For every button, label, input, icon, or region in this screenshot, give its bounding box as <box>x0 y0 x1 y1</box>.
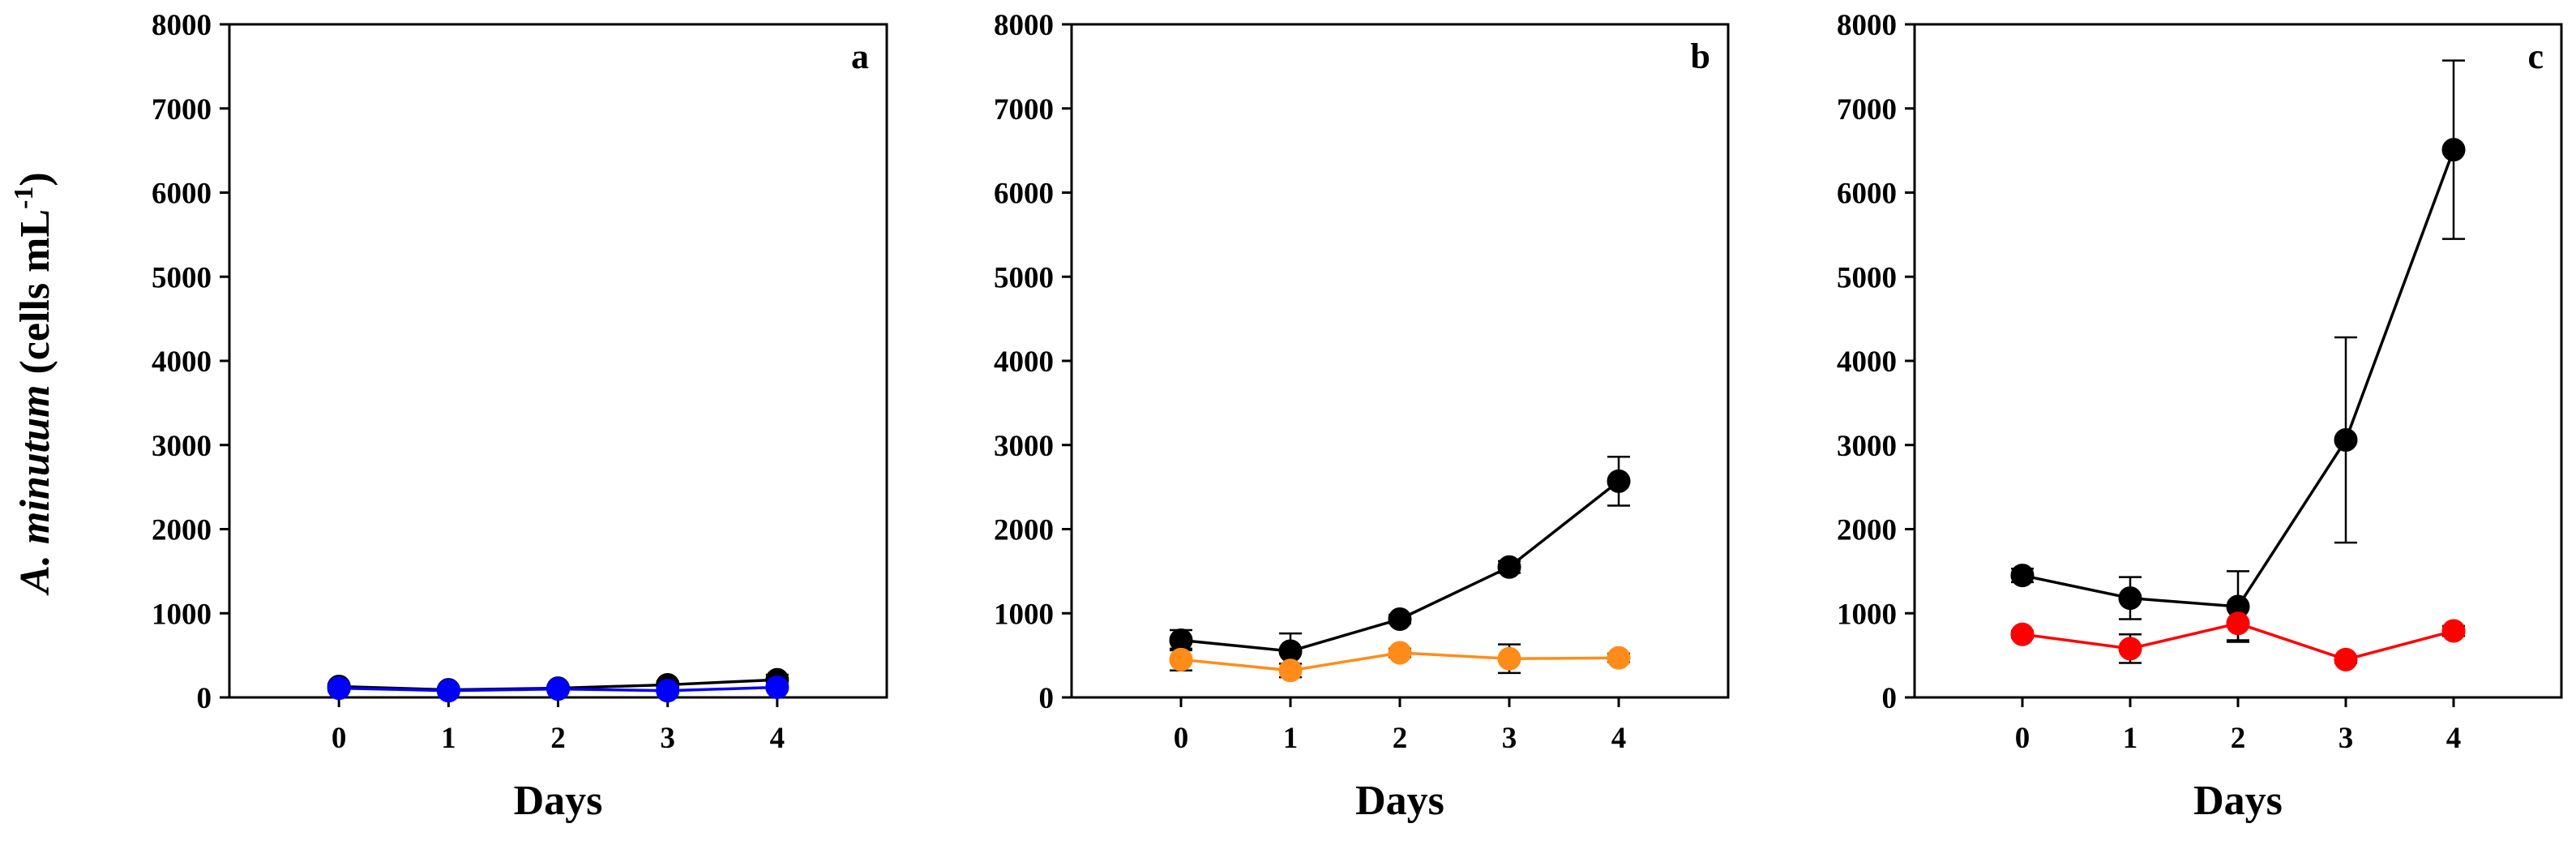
y-tick-label: 1000 <box>152 598 212 631</box>
y-tick-label: 6000 <box>152 178 212 211</box>
y-tick-label: 2000 <box>994 514 1054 547</box>
y-tick-label: 2000 <box>1837 514 1897 547</box>
y-tick-label: 5000 <box>152 261 212 294</box>
plot-frame <box>1070 23 1730 699</box>
x-tick-label: 2 <box>2231 722 2246 755</box>
y-axis-label: A. minutum (cells mL-1) <box>9 172 58 596</box>
y-tick-label: 8000 <box>1837 9 1897 42</box>
x-axis-label: Days <box>2193 778 2283 824</box>
x-axis-label: Days <box>1355 778 1444 824</box>
panel-a: 0 1000 2000 3000 4000 5000 6000 7000 8000 0 1 2 3 4 Da… <box>152 9 888 824</box>
panel-c: 0 1000 2000 3000 4000 5000 6000 7000 8000 0 1 2 3 4 Da… <box>1837 9 2563 824</box>
x-tick-label: 3 <box>1502 722 1517 755</box>
y-tick-label: 3000 <box>1837 430 1897 463</box>
x-tick-label: 0 <box>332 722 347 755</box>
x-tick-label: 3 <box>2339 722 2354 755</box>
y-axis-label-exponent: -1 <box>9 187 39 209</box>
data-point <box>1497 646 1521 671</box>
y-tick-label: 4000 <box>152 345 212 379</box>
x-tick-label: 1 <box>441 722 456 755</box>
y-axis-label-units: (cells mL <box>12 209 58 385</box>
data-point <box>765 676 789 700</box>
x-tick-label: 4 <box>770 722 785 755</box>
y-tick-label: 0 <box>197 682 212 715</box>
series-treatment <box>2010 605 2466 671</box>
y-tick-label: 7000 <box>152 93 212 127</box>
data-point <box>2010 564 2035 588</box>
plot-frame <box>228 23 888 699</box>
data-point <box>2441 138 2466 162</box>
y-tick-label: 4000 <box>1837 345 1897 379</box>
y-tick-label: 8000 <box>994 9 1054 42</box>
x-tick-label: 4 <box>1611 722 1627 755</box>
data-point <box>436 679 460 703</box>
y-tick-label: 1000 <box>1837 598 1897 631</box>
series-treatment <box>327 676 789 703</box>
data-point <box>2118 586 2142 611</box>
data-point <box>546 677 570 701</box>
y-tick-label: 6000 <box>994 178 1054 211</box>
x-tick-label: 3 <box>660 722 675 755</box>
series-control <box>2010 59 2466 643</box>
y-tick-label: 1000 <box>994 598 1054 631</box>
panel-letter: c <box>2527 36 2544 76</box>
data-point <box>2118 637 2142 661</box>
data-point <box>2334 428 2358 453</box>
y-tick-label: 8000 <box>152 9 212 42</box>
svg-text:A. minutum (cells mL-1): A. minutum (cells mL-1) <box>9 172 58 596</box>
y-tick-label: 3000 <box>994 430 1054 463</box>
y-axis-label-close: ) <box>12 172 58 186</box>
data-point <box>1388 607 1412 632</box>
panel-letter: b <box>1691 36 1710 76</box>
data-point <box>1607 646 1631 670</box>
x-tick-label: 0 <box>2015 722 2030 755</box>
y-tick-label: 5000 <box>1837 261 1897 294</box>
series-treatment <box>1169 641 1631 683</box>
x-tick-label: 4 <box>2446 722 2462 755</box>
panel-b: 0 1000 2000 3000 4000 5000 6000 7000 8000 0 1 2 3 4 Da… <box>994 9 1730 824</box>
x-tick-label: 1 <box>1283 722 1299 755</box>
data-point <box>327 676 351 701</box>
x-tick-label: 1 <box>2123 722 2138 755</box>
y-tick-label: 2000 <box>152 514 212 547</box>
series-control <box>1169 456 1631 670</box>
data-point <box>1607 469 1631 493</box>
x-tick-label: 2 <box>1393 722 1408 755</box>
data-point <box>2226 611 2250 636</box>
y-axis-label-species: A. minutum <box>12 385 58 596</box>
x-tick-label: 0 <box>1174 722 1189 755</box>
data-point <box>1278 658 1303 683</box>
data-point <box>1497 555 1521 579</box>
data-point <box>656 679 680 703</box>
x-axis-label: Days <box>514 778 603 824</box>
x-tick-label: 2 <box>550 722 566 755</box>
y-tick-label: 0 <box>1882 682 1898 715</box>
panel-letter: a <box>851 36 869 76</box>
y-tick-label: 3000 <box>152 430 212 463</box>
data-point <box>2010 622 2035 646</box>
y-tick-label: 7000 <box>1837 93 1897 127</box>
y-tick-label: 4000 <box>994 345 1054 379</box>
data-point <box>1388 641 1412 665</box>
data-point <box>1169 647 1193 671</box>
y-tick-label: 6000 <box>1837 178 1897 211</box>
data-point <box>2441 619 2466 643</box>
series-line <box>2022 148 2455 608</box>
y-tick-label: 7000 <box>994 93 1054 127</box>
y-tick-label: 0 <box>1039 682 1055 715</box>
data-point <box>2334 647 2358 671</box>
y-tick-label: 5000 <box>994 261 1054 294</box>
